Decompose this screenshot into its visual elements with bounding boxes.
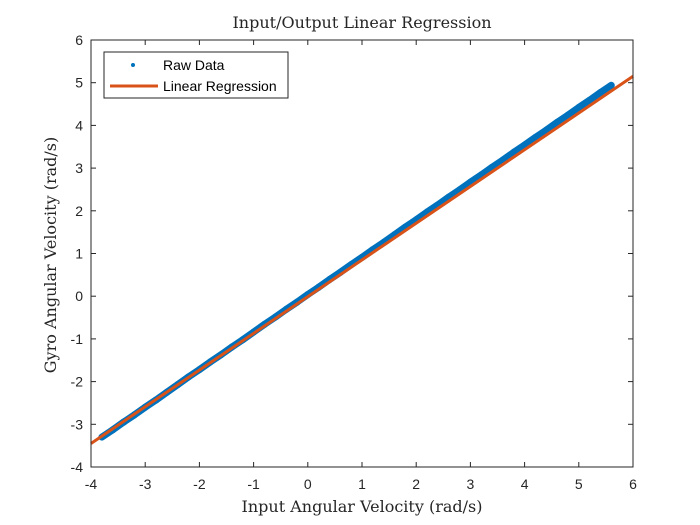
x-tick-label: -2: [193, 476, 206, 492]
chart-title: Input/Output Linear Regression: [232, 13, 491, 32]
axis-ticks: -4 -3 -2 -1 0 1 2 3 4 5 6 -4 -3 -2 -1 0 1 2 3 4 5 6: [71, 32, 638, 492]
legend-label-raw-data: Raw Data: [163, 57, 225, 73]
x-tick-label: 5: [575, 476, 583, 492]
legend: Raw Data Linear Regression: [103, 51, 289, 99]
x-axis-label: Input Angular Velocity (rad/s): [242, 497, 483, 516]
x-tick-label: 0: [304, 476, 312, 492]
legend-label-linear-regression: Linear Regression: [163, 78, 277, 94]
legend-box: [103, 51, 289, 99]
x-tick-label: -3: [139, 476, 152, 492]
linear-regression-line: [90, 75, 634, 445]
x-tick-label: 2: [412, 476, 420, 492]
x-tick-label: -4: [85, 476, 98, 492]
legend-marker-raw-data: [131, 63, 135, 67]
y-tick-label: 6: [75, 32, 83, 48]
y-tick-label: -2: [71, 374, 84, 390]
y-tick-label: 2: [75, 203, 83, 219]
x-tick-label: -1: [247, 476, 260, 492]
y-tick-label: 5: [75, 75, 83, 91]
x-tick-label: 6: [629, 476, 637, 492]
y-tick-label: -4: [71, 459, 84, 475]
y-tick-label: -3: [71, 416, 84, 432]
x-tick-label: 4: [521, 476, 529, 492]
x-tick-label: 3: [467, 476, 475, 492]
x-tick-label: 1: [358, 476, 366, 492]
y-tick-label: 1: [75, 246, 83, 262]
y-tick-label: -1: [71, 331, 84, 347]
y-axis-label: Gyro Angular Velocity (rad/s): [41, 137, 60, 373]
y-tick-label: 4: [75, 117, 83, 133]
y-tick-label: 0: [75, 288, 83, 304]
raw-data-point: [609, 83, 614, 88]
y-tick-label: 3: [75, 160, 83, 176]
regression-layer: [90, 75, 634, 445]
